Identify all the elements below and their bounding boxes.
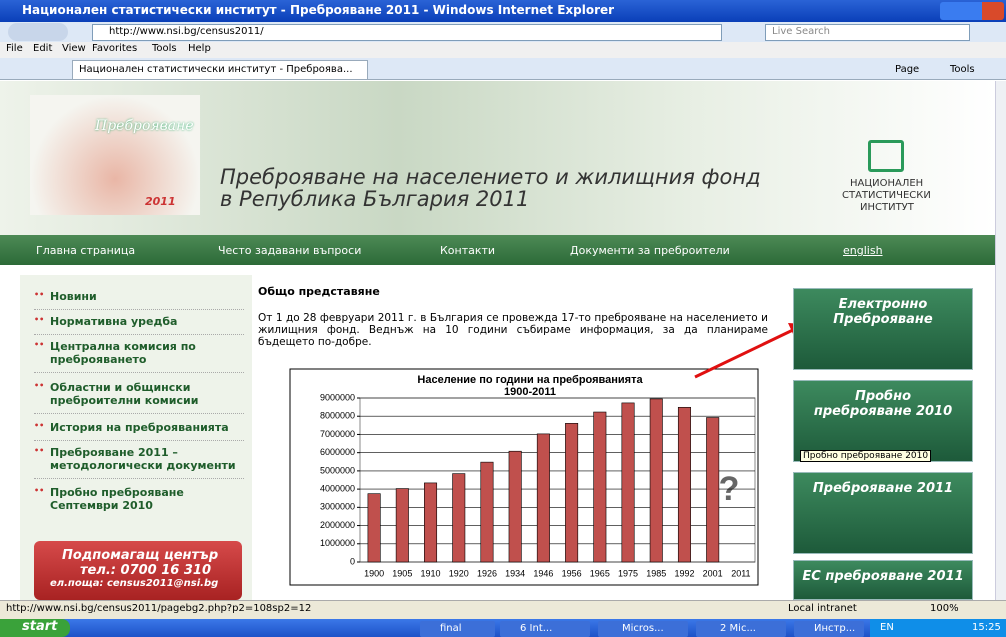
x-tick-label: 1992 [674,568,694,578]
bar [509,451,521,562]
x-tick-label: 1965 [590,568,610,578]
y-tick-label: 1000000 [320,538,355,548]
y-tick-label: 6000000 [320,447,355,457]
y-tick-label: 8000000 [320,411,355,421]
status-url: http://www.nsi.bg/census2011/pagebg2.php… [6,603,311,614]
bar [706,417,718,562]
bar [368,494,380,562]
right-box[interactable]: ЕС преброяване 2011 [793,560,973,600]
x-tick-label: 1910 [421,568,441,578]
right-box[interactable]: Електронно Преброяване [793,288,973,370]
x-tick-label: 1934 [505,568,525,578]
y-tick-label: 9000000 [320,392,355,402]
x-tick-label: 1900 [364,568,384,578]
bar [594,412,606,562]
bar [622,403,634,562]
x-tick-label: 2001 [703,568,723,578]
y-tick-label: 0 [350,556,355,566]
y-tick-label: 4000000 [320,483,355,493]
x-tick-label: 1956 [562,568,582,578]
status-zoom[interactable]: 100% [930,603,959,614]
taskbar-item[interactable]: 2 Mic... [696,621,786,637]
taskbar-item[interactable]: Micros... [598,621,688,637]
start-button[interactable]: start [0,619,70,637]
y-tick-label: 2000000 [320,520,355,530]
bar [396,489,408,562]
taskbar-item[interactable]: 6 Int... [500,621,590,637]
scrollbar[interactable] [995,81,1006,600]
bar [453,474,465,562]
right-box[interactable]: Преброяване 2011 [793,472,973,554]
x-tick-label: 1926 [477,568,497,578]
bar [565,423,577,562]
chart-subtitle: 1900-2011 [504,386,556,398]
status-zone: Local intranet [788,603,857,614]
x-tick-label: 2011 [731,568,750,578]
x-tick-label: 1985 [646,568,666,578]
chart-title: Население по години на преброяванията [417,374,643,386]
bar [424,483,436,562]
y-tick-label: 3000000 [320,502,355,512]
x-tick-label: 1920 [449,568,469,578]
taskbar-item[interactable]: final [420,621,495,637]
x-tick-label: 1975 [618,568,638,578]
screen: Национален статистически институт - Преб… [0,0,1006,637]
y-tick-label: 7000000 [320,429,355,439]
bar [650,399,662,562]
x-tick-label: 1905 [392,568,412,578]
bar [481,462,493,562]
tooltip: Пробно преброяване 2010 [800,450,931,462]
bar [678,407,690,562]
x-tick-label: 1946 [533,568,553,578]
tray-lang[interactable]: EN [880,622,894,633]
tray-clock: 15:25 [972,622,1001,633]
taskbar-item[interactable]: Инстр... [794,621,864,637]
bar [537,434,549,562]
y-tick-label: 5000000 [320,465,355,475]
